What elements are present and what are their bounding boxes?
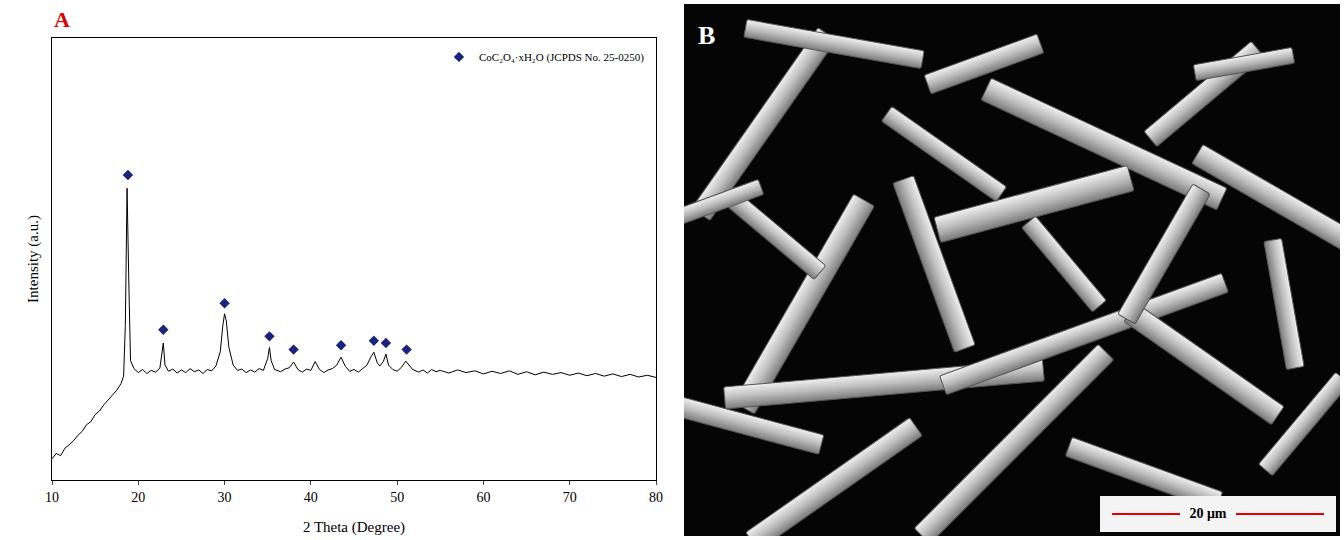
svg-text:80: 80 <box>649 490 663 505</box>
svg-text:20: 20 <box>131 490 145 505</box>
svg-text:A: A <box>54 7 70 32</box>
svg-text:70: 70 <box>563 490 577 505</box>
svg-text:60: 60 <box>476 490 490 505</box>
svg-text:B: B <box>698 21 715 50</box>
svg-text:20 μm: 20 μm <box>1189 506 1226 521</box>
svg-text:50: 50 <box>390 490 404 505</box>
svg-text:40: 40 <box>304 490 318 505</box>
svg-text:30: 30 <box>218 490 232 505</box>
svg-text:Intensity (a.u.): Intensity (a.u.) <box>25 215 42 303</box>
svg-text:CoC₂O₄·xH₂O (JCPDS No. 25-0250: CoC₂O₄·xH₂O (JCPDS No. 25-0250) <box>479 51 644 64</box>
svg-text:2 Theta (Degree): 2 Theta (Degree) <box>303 519 405 536</box>
svg-text:10: 10 <box>45 490 59 505</box>
